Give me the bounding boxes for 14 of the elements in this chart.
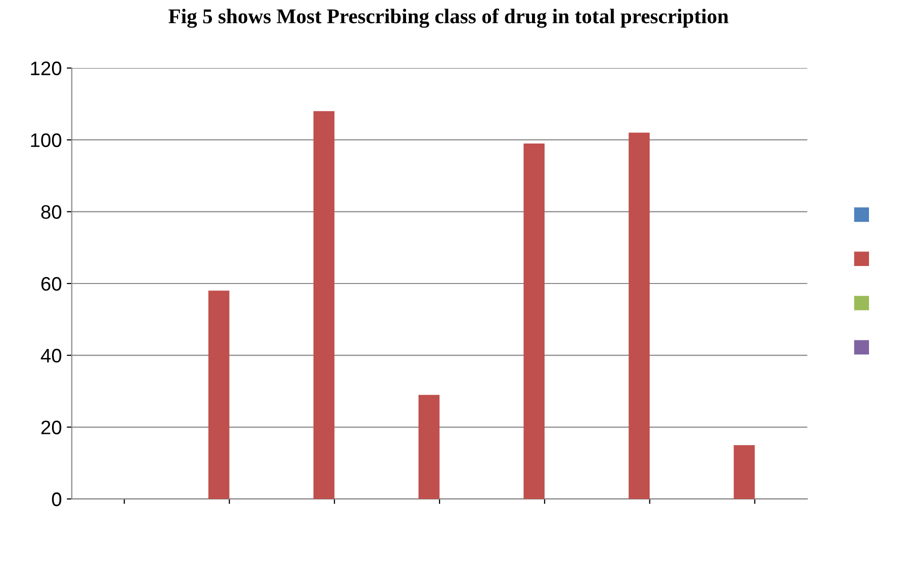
y-tick-label: 60: [41, 276, 62, 291]
bar: [628, 132, 650, 499]
bar: [208, 290, 230, 499]
y-tick-label: 80: [41, 205, 62, 219]
bar: [313, 111, 334, 499]
bar: [418, 394, 440, 499]
y-tick-label: 0: [52, 492, 62, 506]
chart-title: Fig 5 shows Most Prescribing class of drug in total prescription: [168, 8, 728, 28]
bar: [524, 143, 545, 499]
y-tick-label: 120: [31, 62, 62, 76]
bar: [734, 445, 755, 499]
y-tick-label: 100: [31, 133, 62, 148]
y-tick-label: 20: [41, 420, 62, 434]
y-tick-label: 40: [40, 348, 62, 363]
